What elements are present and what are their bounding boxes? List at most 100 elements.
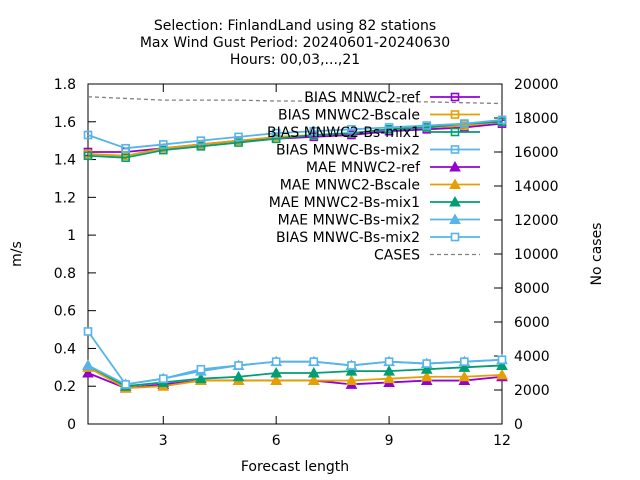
data-point bbox=[83, 151, 93, 161]
y2-tick-label: 18000 bbox=[514, 111, 559, 127]
data-point bbox=[195, 372, 207, 384]
data-point bbox=[347, 361, 356, 370]
legend-label: BIAS MNWC2-ref bbox=[304, 90, 421, 106]
title-line: Selection: FinlandLand using 82 stations bbox=[154, 18, 436, 34]
data-point bbox=[121, 380, 130, 389]
legend-entry: MAE MNWC-Bs-mix2 bbox=[278, 213, 480, 229]
y2-tick-label: 2000 bbox=[514, 383, 550, 399]
series-bias-mnwc-bs-mix2 bbox=[83, 327, 507, 389]
data-point bbox=[345, 365, 358, 376]
x-tick-label: 3 bbox=[159, 433, 168, 449]
y2-tick-label: 12000 bbox=[514, 213, 559, 229]
y-tick-label: 0.6 bbox=[54, 304, 76, 320]
data-point bbox=[158, 145, 168, 155]
data-point bbox=[422, 359, 432, 368]
data-point bbox=[450, 92, 460, 102]
y2-tick-label: 0 bbox=[514, 417, 523, 433]
data-point bbox=[420, 370, 433, 382]
data-point bbox=[234, 361, 243, 370]
data-point bbox=[450, 110, 460, 119]
y-tick-label: 0.8 bbox=[54, 266, 76, 282]
series-bias-mnwc-bs-mix2 bbox=[83, 115, 507, 153]
data-point bbox=[497, 355, 507, 365]
data-point bbox=[121, 153, 130, 162]
title-line: Max Wind Gust Period: 20240601-20240630 bbox=[140, 35, 450, 51]
data-point bbox=[196, 142, 206, 151]
data-point bbox=[497, 115, 507, 125]
legend-entry: BIAS MNWC-Bs-mix2 bbox=[276, 230, 480, 246]
data-point bbox=[196, 136, 206, 145]
legend-entry: CASES bbox=[374, 248, 480, 264]
data-point bbox=[234, 132, 243, 142]
data-point bbox=[196, 364, 206, 374]
axis-ticks: 0 0.2 0.4 0.6 0.8 1 1.2 1.4 1.6 1.8 0 2000 4000 6000 8… bbox=[54, 77, 559, 449]
data-point bbox=[307, 366, 320, 378]
data-point bbox=[270, 366, 283, 378]
series-line bbox=[87, 366, 503, 390]
legend-label: CASES bbox=[374, 248, 420, 264]
legend-label: MAE MNWC2-Bscale bbox=[280, 178, 420, 194]
data-point bbox=[422, 121, 432, 130]
data-point bbox=[458, 361, 471, 372]
data-point bbox=[270, 374, 283, 386]
data-point bbox=[345, 374, 358, 386]
data-point bbox=[121, 143, 130, 153]
y2-axis-label: No cases bbox=[589, 223, 605, 286]
data-point bbox=[158, 374, 168, 383]
data-point bbox=[496, 368, 508, 380]
data-point bbox=[82, 366, 94, 378]
data-point bbox=[383, 365, 395, 376]
y-tick-label: 1.8 bbox=[54, 77, 76, 93]
data-point bbox=[460, 357, 469, 366]
data-point bbox=[347, 125, 356, 134]
title-line: Hours: 00,03,...,21 bbox=[230, 52, 360, 68]
data-point bbox=[384, 357, 394, 366]
y-tick-label: 0 bbox=[67, 417, 76, 433]
data-point bbox=[496, 359, 508, 370]
legend-entry: BIAS MNWC2-Bscale bbox=[278, 108, 480, 124]
series-line bbox=[87, 120, 503, 159]
data-point bbox=[158, 140, 168, 149]
series-line bbox=[87, 364, 503, 388]
data-point bbox=[271, 134, 281, 144]
y-tick-label: 1.2 bbox=[54, 190, 76, 206]
legend-label: BIAS MNWC-Bs-mix2 bbox=[276, 143, 420, 159]
legend-entry: MAE MNWC2-Bs-mix1 bbox=[269, 195, 480, 211]
series-cases bbox=[87, 96, 503, 105]
legend-entry: MAE MNWC2-Bscale bbox=[280, 178, 480, 194]
chart-title: Selection: FinlandLand using 82 stations… bbox=[140, 18, 450, 68]
data-point bbox=[234, 138, 243, 147]
legend-label: BIAS MNWC2-Bs-mix1 bbox=[267, 125, 420, 141]
data-point bbox=[271, 357, 281, 366]
y2-tick-label: 14000 bbox=[514, 179, 559, 195]
data-point bbox=[450, 127, 460, 137]
series-lines bbox=[82, 96, 508, 393]
data-point bbox=[460, 119, 469, 128]
data-point bbox=[449, 178, 461, 189]
data-point bbox=[383, 372, 395, 384]
legend-label: MAE MNWC2-Bs-mix1 bbox=[269, 195, 420, 211]
legend-label: BIAS MNWC2-Bscale bbox=[278, 108, 420, 124]
y2-tick-label: 20000 bbox=[514, 77, 559, 93]
data-point bbox=[271, 128, 281, 138]
x-axis-label: Forecast length bbox=[241, 459, 349, 475]
y-tick-label: 1 bbox=[67, 228, 76, 244]
y-tick-label: 1.6 bbox=[54, 115, 76, 131]
series-bias-mnwc2-bs-mix1 bbox=[83, 117, 507, 162]
data-point bbox=[420, 363, 433, 374]
y2-tick-label: 6000 bbox=[514, 315, 550, 331]
data-point bbox=[307, 374, 320, 386]
legend-label: BIAS MNWC-Bs-mix2 bbox=[276, 230, 420, 246]
data-point bbox=[232, 370, 245, 382]
legend-entry: BIAS MNWC-Bs-mix2 bbox=[276, 143, 480, 159]
legend-entry: MAE MNWC2-ref bbox=[306, 160, 480, 176]
legend-label: MAE MNWC2-ref bbox=[306, 160, 421, 176]
legend-label: MAE MNWC-Bs-mix2 bbox=[278, 213, 420, 229]
data-point bbox=[384, 123, 394, 132]
data-point bbox=[309, 126, 319, 136]
x-tick-label: 9 bbox=[385, 433, 394, 449]
series-line bbox=[87, 96, 503, 105]
series-line bbox=[87, 118, 503, 150]
series-mae-mnwc2-bscale bbox=[82, 361, 508, 393]
